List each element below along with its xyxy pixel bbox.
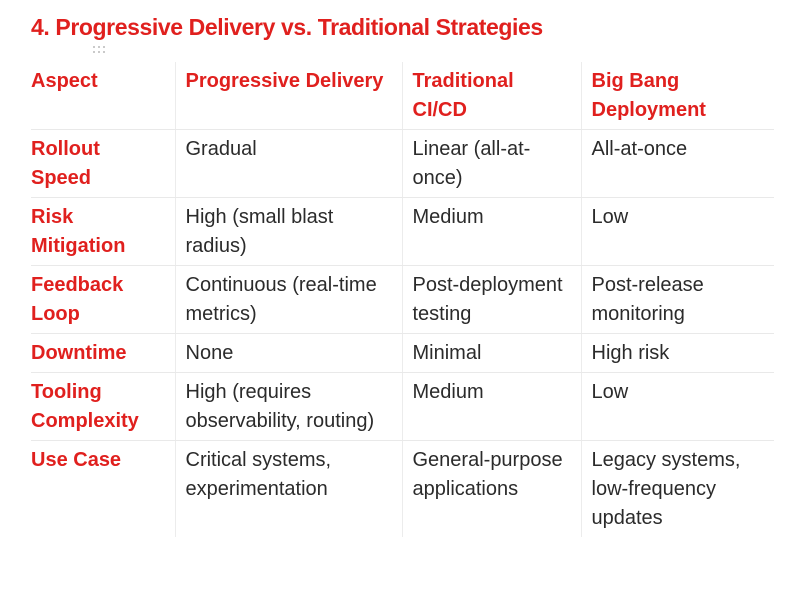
table-cell: High (small blast radius) — [174, 197, 402, 266]
header-aspect: Aspect — [31, 62, 175, 130]
table-cell: All-at-once — [580, 129, 774, 198]
table-cell: General-purpose applications — [401, 440, 581, 537]
row-label: Rollout Speed — [31, 129, 175, 198]
header-traditional-cicd: Traditional CI/CD — [401, 62, 581, 130]
table-cell: Medium — [401, 372, 581, 441]
row-label: Risk Mitigation — [31, 197, 175, 266]
row-label: Feedback Loop — [31, 265, 175, 334]
table-cell: Medium — [401, 197, 581, 266]
table-cell: Post-deployment testing — [401, 265, 581, 334]
table-cell: High (requires observability, routing) — [174, 372, 402, 441]
comparison-table: Aspect Progressive Delivery Traditional … — [31, 62, 774, 537]
row-label: Use Case — [31, 449, 122, 471]
table-row: Downtime None Minimal High risk — [31, 333, 774, 373]
table-cell: Legacy systems, low-frequency updates — [580, 440, 774, 537]
row-label: Downtime — [31, 333, 175, 373]
table-row: Feedback Loop Continuous (real-time metr… — [31, 265, 774, 334]
table-cell: Continuous (real-time metrics) — [174, 265, 402, 334]
header-progressive-delivery: Progressive Delivery — [174, 62, 402, 130]
table-cell: Low — [580, 372, 774, 441]
table-row: Rollout Speed Gradual Linear (all-at-onc… — [31, 129, 774, 198]
row-label: Tooling Complexity — [31, 372, 175, 441]
table-row: Tooling Complexity High (requires observ… — [31, 372, 774, 441]
slide-title: 4. Progressive Delivery vs. Traditional … — [31, 14, 543, 40]
table-header-row: Aspect Progressive Delivery Traditional … — [31, 62, 774, 130]
table-cell: None — [174, 333, 402, 373]
table-cell: Low — [580, 197, 774, 266]
header-big-bang-deployment: Big Bang Deployment — [580, 62, 774, 130]
table-cell: Post-release monitoring — [580, 265, 774, 334]
table-cell: High risk — [580, 333, 774, 373]
table-cell: Critical systems, experimentation — [174, 440, 402, 537]
table-cell: Minimal — [401, 333, 581, 373]
table-row: Use Case Critical systems, experimentati… — [31, 440, 774, 537]
table-cell: Gradual — [174, 129, 402, 198]
table-cell: Linear (all-at-once) — [401, 129, 581, 198]
table-row: Risk Mitigation High (small blast radius… — [31, 197, 774, 266]
drag-handle-icon[interactable] — [93, 46, 109, 56]
